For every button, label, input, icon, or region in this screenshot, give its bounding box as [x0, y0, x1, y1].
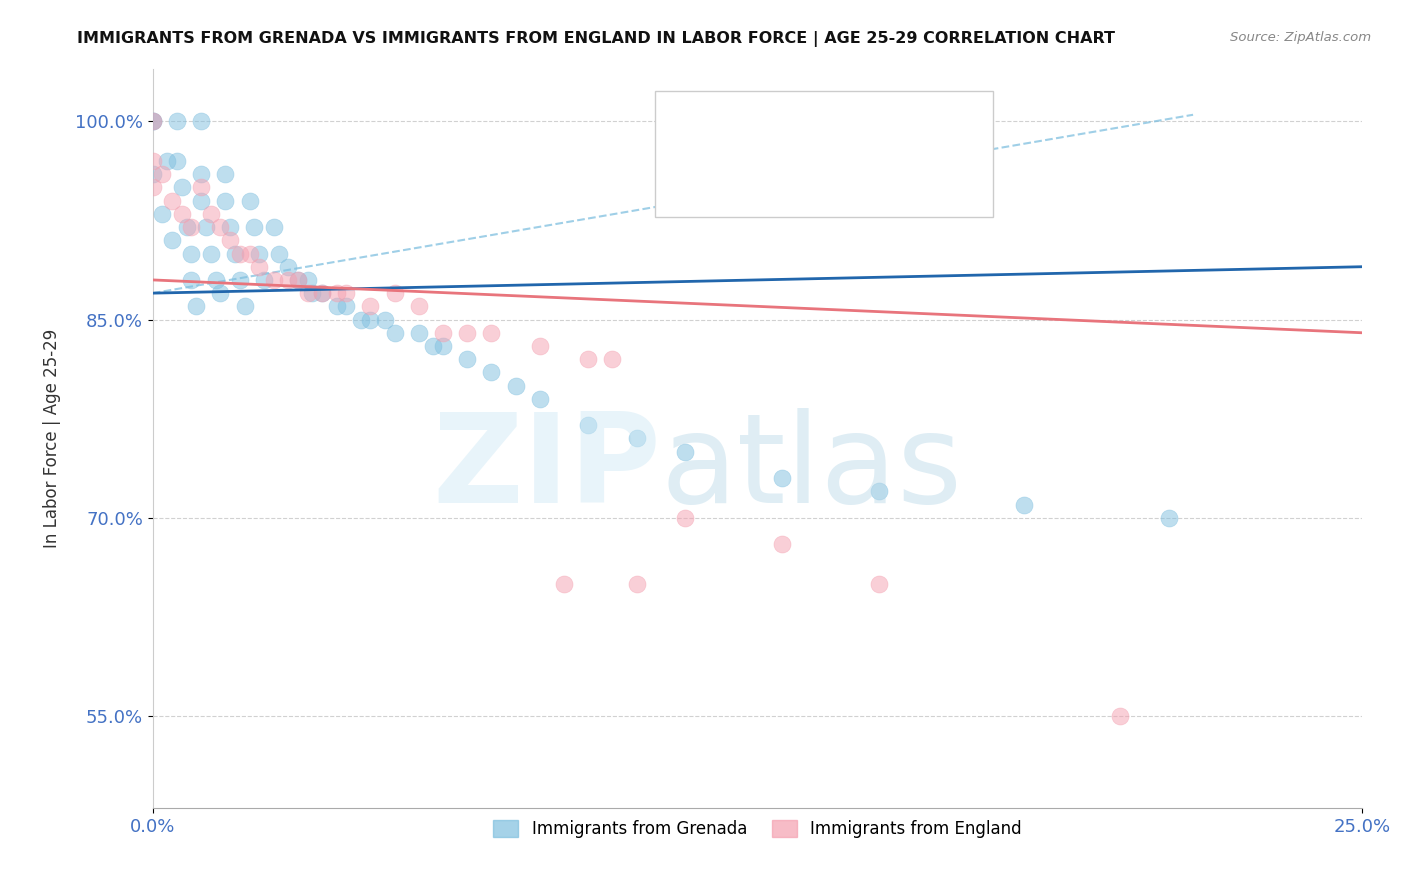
Point [626, 432, 648, 446]
Point [505, 378, 527, 392]
Point [456, 326, 478, 340]
Point [1012, 498, 1035, 512]
Point [374, 312, 396, 326]
Point [350, 312, 373, 326]
Point [325, 299, 347, 313]
Point [553, 577, 575, 591]
Point [160, 194, 183, 208]
Point [673, 510, 696, 524]
Point [247, 260, 270, 274]
Point [152, 207, 174, 221]
Point [287, 273, 309, 287]
Point [190, 180, 212, 194]
Point [384, 326, 406, 340]
Point [408, 326, 430, 340]
Point [408, 299, 430, 313]
Point [156, 154, 179, 169]
Point [576, 418, 599, 433]
Point [170, 207, 193, 221]
Point [311, 286, 333, 301]
Point [247, 246, 270, 260]
Point [263, 220, 285, 235]
Point [422, 339, 444, 353]
Point [229, 246, 252, 260]
Point [277, 273, 299, 287]
Point [529, 392, 551, 406]
Point [142, 114, 165, 128]
Point [214, 194, 236, 208]
Point [287, 273, 309, 287]
Point [359, 299, 381, 313]
Point [384, 286, 406, 301]
Point [194, 220, 217, 235]
Point [200, 207, 222, 221]
Point [432, 326, 454, 340]
Point [142, 114, 165, 128]
Point [214, 167, 236, 181]
Point [432, 339, 454, 353]
Point [456, 352, 478, 367]
Point [200, 246, 222, 260]
Point [277, 260, 299, 274]
Point [190, 194, 212, 208]
Point [204, 273, 226, 287]
Point [170, 180, 193, 194]
Point [673, 444, 696, 458]
Point [142, 114, 165, 128]
Point [301, 286, 323, 301]
Point [186, 299, 208, 313]
Point [359, 312, 381, 326]
Point [180, 246, 202, 260]
Point [219, 233, 242, 247]
Point [626, 577, 648, 591]
Point [311, 286, 333, 301]
Point [1157, 510, 1180, 524]
Point [166, 154, 188, 169]
Text: atlas: atlas [661, 408, 963, 529]
Point [166, 114, 188, 128]
Point [481, 326, 503, 340]
Text: IMMIGRANTS FROM GRENADA VS IMMIGRANTS FROM ENGLAND IN LABOR FORCE | AGE 25-29 CO: IMMIGRANTS FROM GRENADA VS IMMIGRANTS FR… [77, 31, 1115, 47]
Point [576, 352, 599, 367]
Point [770, 537, 793, 551]
Point [180, 273, 202, 287]
Point [176, 220, 198, 235]
Point [224, 246, 246, 260]
Point [209, 220, 232, 235]
Point [152, 167, 174, 181]
Point [229, 273, 252, 287]
Text: Source: ZipAtlas.com: Source: ZipAtlas.com [1230, 31, 1371, 45]
Point [190, 114, 212, 128]
Point [481, 366, 503, 380]
Point [267, 246, 290, 260]
Point [868, 577, 890, 591]
Legend: Immigrants from Grenada, Immigrants from England: Immigrants from Grenada, Immigrants from… [486, 813, 1029, 845]
Point [263, 273, 285, 287]
Point [868, 484, 890, 499]
Point [253, 273, 276, 287]
Point [243, 220, 266, 235]
Point [529, 339, 551, 353]
Point [297, 286, 319, 301]
Point [335, 286, 357, 301]
Point [180, 220, 202, 235]
Point [233, 299, 256, 313]
Text: ZIP: ZIP [432, 408, 661, 529]
Point [238, 246, 260, 260]
Point [160, 233, 183, 247]
Point [142, 154, 165, 169]
Point [142, 180, 165, 194]
Point [238, 194, 260, 208]
Point [209, 286, 232, 301]
Y-axis label: In Labor Force | Age 25-29: In Labor Force | Age 25-29 [44, 329, 60, 548]
Point [335, 299, 357, 313]
Point [602, 352, 624, 367]
Point [325, 286, 347, 301]
Point [770, 471, 793, 485]
Point [190, 167, 212, 181]
Point [219, 220, 242, 235]
Point [1109, 709, 1132, 723]
Point [142, 167, 165, 181]
Point [297, 273, 319, 287]
